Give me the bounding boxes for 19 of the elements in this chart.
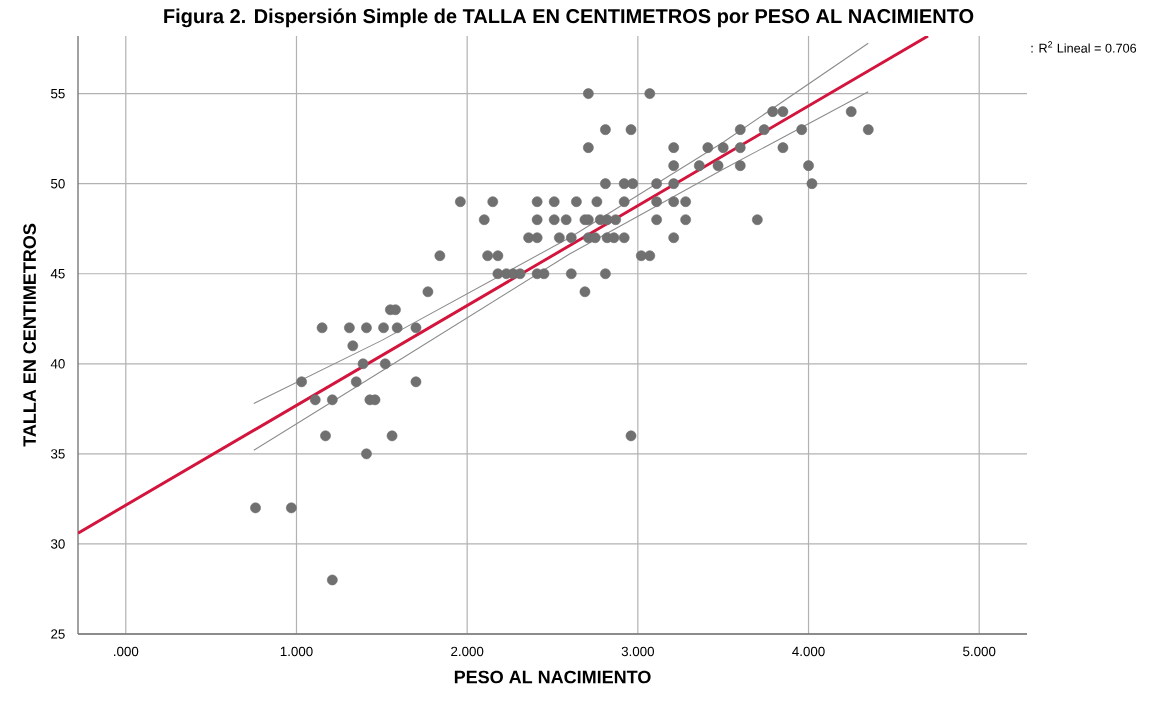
y-tick-label: 45 <box>50 269 65 279</box>
x-tick-label: 3.000 <box>621 646 655 657</box>
line-series <box>253 42 869 404</box>
x-tick-label: .000 <box>114 646 139 657</box>
x-tick-label: 2.000 <box>451 646 484 657</box>
x-tick-label: 4.000 <box>792 646 825 657</box>
x-tick-label: 5.000 <box>963 646 996 657</box>
y-tick-label: 30 <box>50 539 65 549</box>
text: : R$^{2}$ Lineal = 0.706 <box>1031 41 1137 53</box>
x-tick-label: 1.000 <box>280 646 313 657</box>
y-tick-label: 50 <box>51 178 65 189</box>
y-tick-label: 55 <box>51 88 65 99</box>
x-axis-title: PESO AL NACIMIENTO <box>454 670 651 684</box>
line-series <box>253 91 869 451</box>
y-axis-title: TALLA EN CENTIMETROS <box>23 223 36 447</box>
y-tick-label: 35 <box>50 449 65 459</box>
y-tick-label: 40 <box>50 359 65 369</box>
y-tick-label: 25 <box>51 629 65 639</box>
chart-title: Figura 2. Dispersión Simple de TALLA EN CENTIMETROS por PESO AL NACIMIENTO <box>164 8 974 28</box>
